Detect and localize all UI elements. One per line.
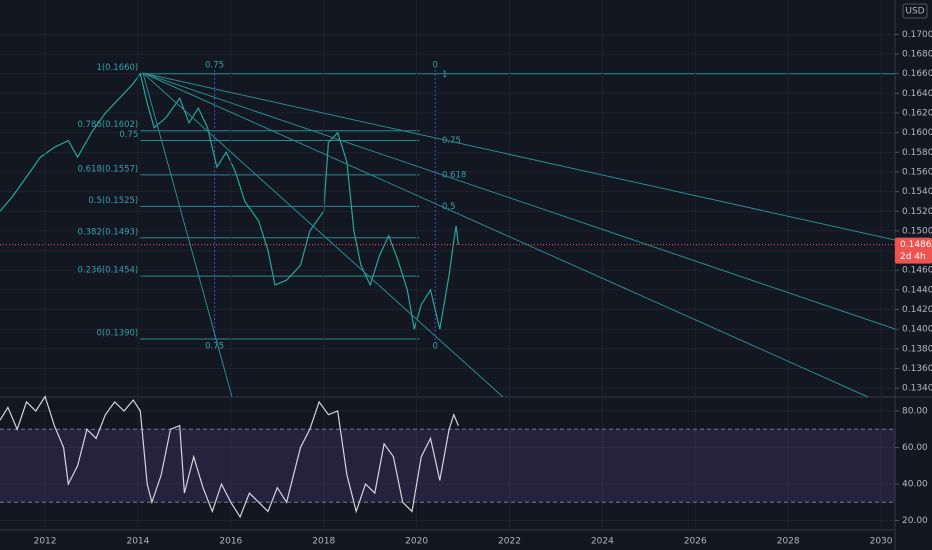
- time-zone-label: 0.75: [205, 342, 224, 352]
- series-line: [0, 72, 459, 330]
- y-tick-label: 20.00: [902, 516, 928, 526]
- pane: 0.1340 0.1360 0.1380 0.1400 0.1420 0.1440 0.14…: [0, 30, 932, 394]
- y-tick-label: 0.1580: [902, 148, 932, 158]
- y-tick-label: 0.1620: [902, 109, 932, 119]
- last-price-badge: [895, 237, 932, 264]
- y-tick-label: 0.1680: [902, 50, 932, 60]
- series-line: [0, 395, 459, 519]
- fan-line: [142, 72, 504, 398]
- fib-label: 0.382(0.1493): [78, 227, 139, 237]
- y-tick-label: 0.1440: [902, 285, 932, 295]
- fib-label: 0(0.1390): [96, 329, 138, 339]
- y-tick-label: 0.1520: [902, 207, 932, 217]
- last-price-label: 0.1486: [900, 240, 932, 250]
- y-tick-label: 0.1360: [902, 364, 932, 374]
- y-tick-label: 0.1700: [902, 30, 932, 40]
- x-tick-label: 2012: [34, 537, 57, 547]
- fib-label: 1(0.1660): [96, 63, 138, 73]
- fan-line: [142, 72, 896, 330]
- y-tick-label: 0.1460: [902, 266, 932, 276]
- countdown: 2d 4h: [900, 252, 926, 262]
- x-tick-label: 2014: [126, 537, 149, 547]
- y-tick-label: 0.1380: [902, 344, 932, 354]
- y-tick-label: 0.1500: [902, 226, 932, 236]
- y-tick-label: 80.00: [902, 407, 928, 417]
- fib-right-label: 1: [442, 70, 447, 80]
- time-zone-label: 0: [432, 342, 437, 352]
- x-tick-label: 2028: [777, 537, 800, 547]
- x-tick-label: 2020: [405, 537, 428, 547]
- time-zone-label: 0.75: [205, 61, 224, 71]
- y-tick-label: 0.1540: [902, 187, 932, 197]
- fib-label: 0.5(0.1525): [88, 196, 138, 206]
- currency-box[interactable]: [902, 3, 928, 19]
- y-tick-label: 0.1560: [902, 167, 932, 177]
- fan-line: [142, 72, 896, 241]
- fan-line: [142, 72, 233, 398]
- y-tick-label: 0.1640: [902, 89, 932, 99]
- x-tick-label: 2022: [498, 537, 521, 547]
- y-tick-label: 0.1340: [902, 384, 932, 394]
- fib-right-label: 0.618: [442, 170, 466, 180]
- y-tick-label: 0.1660: [902, 69, 932, 79]
- x-tick-label: 2026: [684, 537, 707, 547]
- y-tick-label: 0.1600: [902, 128, 932, 138]
- x-tick-label: 2024: [591, 537, 614, 547]
- fib-label: 0.236(0.1454): [78, 266, 139, 276]
- fib-right-label: 0.5: [442, 202, 456, 212]
- y-tick-label: 60.00: [902, 443, 928, 453]
- fan-line: [142, 72, 869, 398]
- fib-fan: [142, 72, 896, 398]
- fib-label: 0.786(0.1602): [78, 120, 139, 130]
- y-tick-label: 0.1420: [902, 305, 932, 315]
- x-tick-label: 2018: [312, 537, 335, 547]
- x-tick-label: 2016: [219, 537, 242, 547]
- x-tick-label: 2030: [870, 537, 893, 547]
- time-zone-label: 0: [432, 61, 437, 71]
- y-tick-label: 40.00: [902, 480, 928, 490]
- y-tick-label: 0.1400: [902, 325, 932, 335]
- fib-label: 0.75: [119, 130, 138, 140]
- fib-label: 0.618(0.1557): [78, 164, 139, 174]
- currency: USD: [905, 7, 924, 17]
